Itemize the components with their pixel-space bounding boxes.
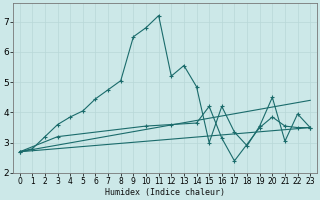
X-axis label: Humidex (Indice chaleur): Humidex (Indice chaleur) <box>105 188 225 197</box>
